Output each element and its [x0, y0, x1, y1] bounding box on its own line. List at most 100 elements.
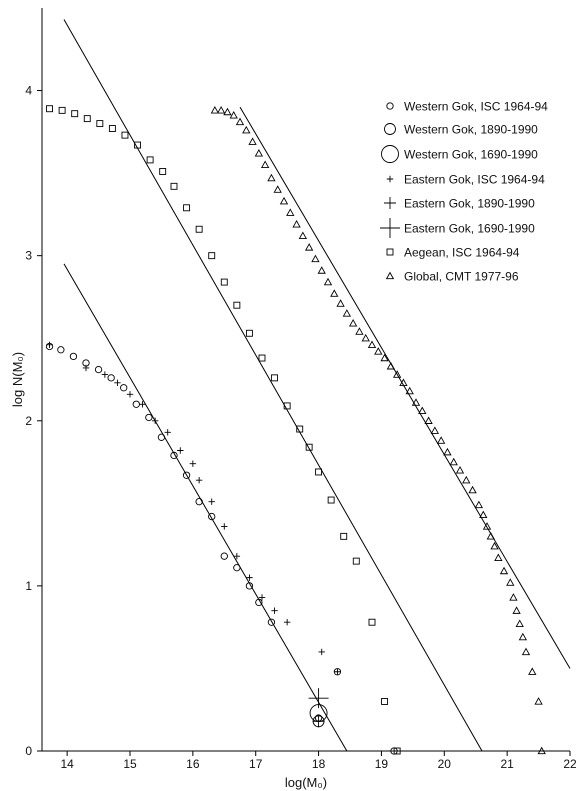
data-point — [245, 329, 253, 337]
data-point — [208, 498, 215, 505]
data-point — [336, 299, 345, 307]
x-tick-label: 21 — [500, 757, 514, 771]
data-point — [443, 447, 452, 456]
data-point — [258, 594, 266, 601]
data-point — [220, 552, 228, 560]
data-point — [258, 354, 266, 362]
data-point — [393, 747, 401, 755]
data-point — [233, 301, 241, 309]
data-point — [229, 110, 238, 119]
data-point — [286, 208, 295, 216]
series-6 — [46, 105, 401, 755]
data-points — [45, 105, 546, 755]
data-point — [534, 697, 543, 705]
data-point — [139, 401, 146, 408]
data-point — [134, 141, 141, 149]
data-point — [518, 632, 528, 641]
data-point — [506, 578, 515, 586]
data-point — [405, 386, 414, 395]
data-point — [430, 426, 440, 434]
data-point — [71, 110, 79, 118]
data-point — [386, 361, 396, 370]
data-point — [411, 398, 421, 406]
data-point — [304, 243, 314, 251]
data-point — [177, 447, 184, 454]
data-point — [368, 618, 376, 626]
legend-label: Eastern Gok, 1690-1990 — [404, 222, 535, 236]
x-tick-label: 17 — [249, 757, 263, 771]
data-point — [462, 475, 471, 484]
data-point — [334, 668, 341, 675]
data-point — [182, 471, 191, 479]
legend-label: Western Gok, ISC 1964-94 — [404, 100, 548, 114]
data-point — [330, 289, 339, 297]
data-point — [69, 352, 78, 361]
data-point — [499, 566, 509, 575]
legend-marker — [380, 218, 400, 238]
legend-label: Western Gok, 1690-1990 — [404, 148, 538, 162]
y-tick-label: 1 — [25, 579, 32, 593]
data-point — [216, 106, 226, 114]
data-point — [94, 365, 103, 374]
data-point — [220, 278, 228, 286]
legend-marker — [381, 145, 399, 163]
data-point — [248, 137, 257, 145]
data-point — [474, 500, 484, 509]
data-point — [58, 106, 66, 114]
data-point — [170, 182, 178, 190]
data-point — [267, 618, 276, 626]
x-tick-label: 14 — [60, 757, 74, 771]
fit-line — [63, 19, 483, 752]
data-point — [490, 541, 499, 550]
data-point — [486, 532, 495, 540]
data-point — [183, 204, 191, 212]
data-point — [126, 391, 134, 398]
data-point — [233, 564, 241, 572]
data-point — [255, 598, 263, 607]
data-point — [83, 115, 91, 123]
data-point — [208, 252, 216, 260]
data-point — [455, 465, 465, 474]
data-point — [46, 341, 53, 349]
data-point — [312, 715, 325, 728]
data-point — [424, 416, 433, 424]
data-point — [82, 364, 90, 372]
data-point — [151, 417, 159, 424]
data-point — [512, 606, 521, 614]
data-point — [537, 746, 546, 755]
data-point — [195, 225, 203, 233]
data-point — [380, 353, 389, 362]
data-point — [132, 400, 140, 408]
data-point — [399, 378, 408, 386]
data-point — [210, 106, 220, 114]
series-3 — [46, 341, 341, 675]
data-point — [57, 346, 65, 354]
data-point — [260, 160, 270, 169]
data-point — [296, 425, 304, 433]
x-tick-label: 15 — [123, 757, 137, 771]
series-5 — [308, 688, 329, 709]
data-point — [292, 219, 301, 228]
data-point — [235, 117, 245, 126]
legend-marker — [385, 271, 395, 280]
data-point — [352, 557, 360, 565]
data-point — [271, 374, 279, 382]
data-point — [221, 523, 228, 530]
data-point — [449, 457, 458, 466]
data-point — [279, 196, 289, 205]
data-point — [367, 340, 377, 348]
legend-marker — [384, 123, 396, 135]
data-point — [479, 510, 488, 519]
data-point — [509, 593, 518, 601]
data-point — [374, 347, 383, 355]
data-point — [521, 647, 531, 656]
data-point — [355, 327, 364, 335]
data-point — [311, 254, 320, 263]
series-4 — [312, 715, 325, 728]
legend-label: Global, CMT 1977-96 — [404, 270, 519, 284]
plot-axes: 14 15 16 17 18 19 20 21 22 0 1 2 3 4 log(M₀) log N(M₀) — [10, 8, 576, 790]
x-tick-label: 16 — [186, 757, 200, 771]
legend-marker — [386, 248, 394, 256]
data-point — [468, 485, 477, 494]
y-tick-label: 4 — [25, 84, 32, 98]
